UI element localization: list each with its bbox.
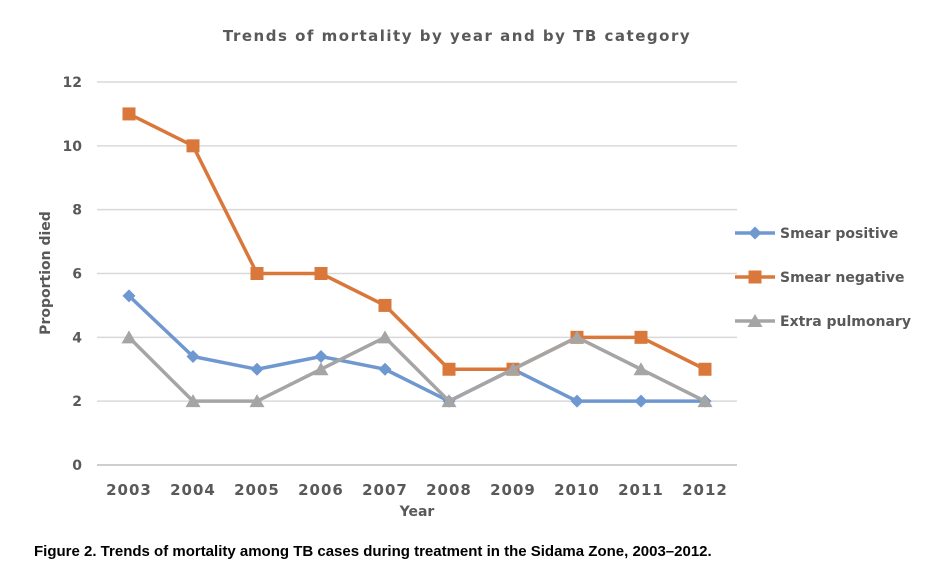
data-point bbox=[186, 349, 200, 363]
x-tick-label: 2005 bbox=[234, 481, 280, 499]
y-tick-label: 12 bbox=[63, 75, 82, 91]
series-line bbox=[127, 294, 705, 403]
data-point bbox=[441, 394, 457, 408]
data-point bbox=[697, 394, 713, 408]
data-point bbox=[314, 349, 328, 363]
x-tick-label: 2012 bbox=[682, 481, 728, 499]
y-tick-label: 10 bbox=[63, 139, 83, 155]
y-tick-label: 4 bbox=[72, 330, 82, 346]
data-point bbox=[569, 330, 585, 344]
series-line bbox=[128, 112, 706, 371]
data-point bbox=[250, 267, 264, 280]
series-layer bbox=[121, 107, 713, 408]
data-point bbox=[314, 267, 328, 280]
y-axis-ticks: 0 2 4 6 8 10 12 bbox=[63, 75, 83, 474]
x-tick-label: 2008 bbox=[426, 481, 472, 499]
data-point bbox=[185, 394, 201, 408]
data-point bbox=[634, 330, 648, 344]
legend: Smear positive Smear negative Extra pulmon… bbox=[735, 226, 911, 330]
data-point bbox=[570, 394, 584, 408]
legend-label: Smear negative bbox=[780, 270, 904, 286]
data-point bbox=[633, 362, 649, 376]
y-axis-label: Proportion died bbox=[38, 211, 54, 335]
x-tick-label: 2010 bbox=[554, 481, 600, 499]
data-point bbox=[634, 394, 648, 408]
x-tick-label: 2011 bbox=[618, 481, 664, 499]
data-point bbox=[122, 289, 136, 303]
data-point bbox=[378, 298, 392, 312]
data-point bbox=[122, 107, 136, 121]
data-point bbox=[186, 139, 200, 153]
y-tick-label: 8 bbox=[72, 203, 82, 219]
data-point bbox=[249, 394, 265, 408]
x-tick-label: 2006 bbox=[298, 481, 344, 499]
x-axis-label: Year bbox=[399, 504, 435, 520]
y-tick-label: 2 bbox=[72, 394, 82, 410]
legend-marker bbox=[748, 226, 762, 240]
data-point bbox=[313, 362, 329, 376]
x-axis-ticks: 2003 2004 2005 2006 2007 2008 2009 2010 2011 2012 bbox=[106, 481, 728, 499]
series-smear-positive bbox=[122, 289, 712, 408]
series-smear-negative bbox=[122, 107, 712, 376]
legend-marker bbox=[747, 314, 763, 327]
x-tick-label: 2009 bbox=[490, 481, 536, 499]
legend-item: Extra pulmonary bbox=[735, 314, 911, 330]
legend-label: Smear positive bbox=[780, 226, 898, 242]
data-point bbox=[377, 330, 393, 344]
series-line bbox=[127, 335, 706, 403]
y-tick-label: 6 bbox=[72, 267, 82, 283]
figure-caption: Figure 2. Trends of mortality among TB c… bbox=[34, 543, 712, 560]
legend-item: Smear negative bbox=[735, 270, 904, 286]
data-point bbox=[378, 362, 392, 376]
data-point bbox=[442, 362, 456, 376]
legend-label: Extra pulmonary bbox=[780, 314, 911, 330]
legend-item: Smear positive bbox=[735, 226, 898, 242]
x-tick-label: 2003 bbox=[106, 481, 152, 499]
legend-marker bbox=[748, 270, 762, 284]
data-point bbox=[505, 362, 521, 376]
data-point bbox=[698, 362, 712, 376]
chart-title: Trends of mortality by year and by TB ca… bbox=[223, 27, 691, 45]
data-point bbox=[250, 362, 264, 376]
x-tick-label: 2004 bbox=[170, 481, 216, 499]
series-extra-pulmonary bbox=[121, 330, 713, 408]
y-tick-label: 0 bbox=[72, 458, 82, 474]
x-tick-label: 2007 bbox=[362, 481, 408, 499]
data-point bbox=[121, 330, 137, 344]
